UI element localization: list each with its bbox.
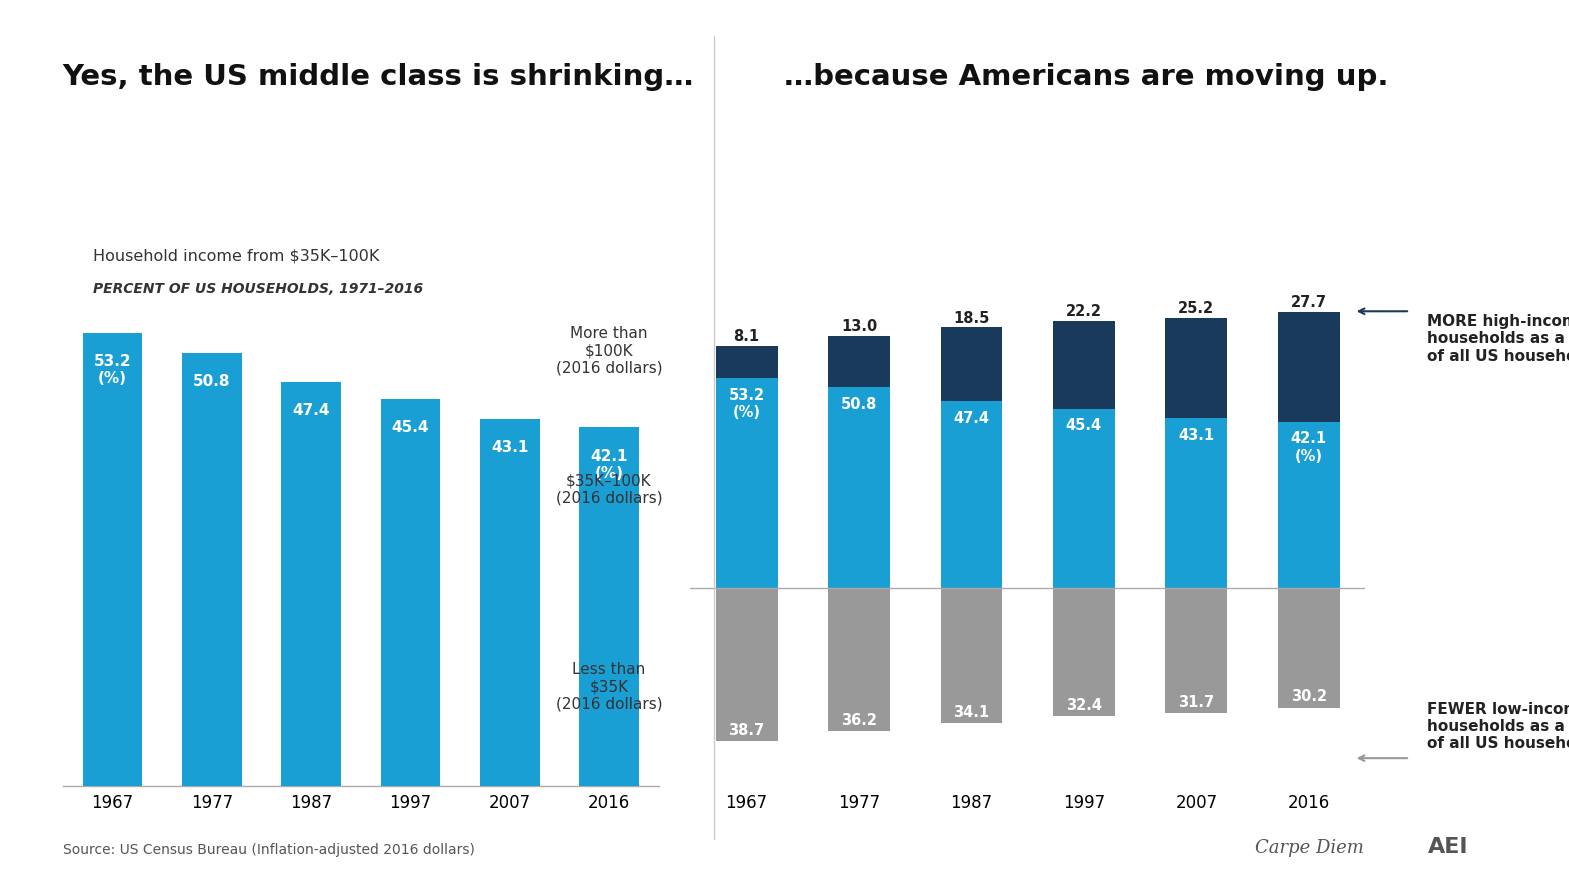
- Text: 18.5: 18.5: [954, 311, 990, 326]
- Text: Yes, the US middle class is shrinking…: Yes, the US middle class is shrinking…: [63, 63, 693, 90]
- Text: 34.1: 34.1: [954, 705, 990, 720]
- Bar: [1053, 409, 1116, 588]
- Text: Source: US Census Bureau (Inflation-adjusted 2016 dollars): Source: US Census Bureau (Inflation-adju…: [63, 843, 475, 857]
- Text: 45.4: 45.4: [1065, 419, 1101, 433]
- Text: 53.2
(%): 53.2 (%): [94, 354, 132, 387]
- Text: 8.1: 8.1: [734, 329, 759, 344]
- Bar: [715, 588, 778, 741]
- Text: 45.4: 45.4: [392, 421, 430, 436]
- Bar: [83, 333, 143, 786]
- Text: Carpe Diem: Carpe Diem: [1255, 839, 1363, 857]
- Bar: [828, 588, 890, 731]
- Bar: [715, 346, 778, 378]
- Text: 30.2: 30.2: [1291, 689, 1327, 705]
- Text: 42.1
(%): 42.1 (%): [590, 448, 628, 481]
- Bar: [1166, 418, 1227, 588]
- Bar: [715, 378, 778, 588]
- Text: FEWER low-income
households as a share
of all US households.: FEWER low-income households as a share o…: [1426, 702, 1569, 751]
- Text: Household income from $35K–100K: Household income from $35K–100K: [93, 249, 380, 263]
- Text: 50.8: 50.8: [193, 374, 231, 389]
- Bar: [1166, 588, 1227, 714]
- Text: 43.1: 43.1: [491, 440, 529, 455]
- Bar: [828, 336, 890, 388]
- Text: 27.7: 27.7: [1291, 295, 1327, 310]
- Bar: [940, 328, 1003, 401]
- Bar: [1277, 312, 1340, 421]
- Bar: [281, 382, 340, 786]
- Bar: [1053, 321, 1116, 409]
- Text: MORE high-income
households as a share
of all US households.: MORE high-income households as a share o…: [1426, 314, 1569, 363]
- Text: 38.7: 38.7: [728, 723, 764, 738]
- Bar: [940, 401, 1003, 588]
- Text: AEI: AEI: [1428, 838, 1469, 857]
- Bar: [480, 419, 540, 786]
- Text: Less than
$35K
(2016 dollars): Less than $35K (2016 dollars): [555, 662, 662, 712]
- Text: 50.8: 50.8: [841, 397, 877, 412]
- Bar: [579, 427, 639, 786]
- Text: PERCENT OF US HOUSEHOLDS, 1971–2016: PERCENT OF US HOUSEHOLDS, 1971–2016: [93, 282, 422, 296]
- Text: 25.2: 25.2: [1178, 301, 1214, 316]
- Bar: [1277, 588, 1340, 707]
- Bar: [1277, 421, 1340, 588]
- Text: 47.4: 47.4: [954, 411, 990, 426]
- Text: 53.2
(%): 53.2 (%): [728, 388, 764, 420]
- Text: More than
$100K
(2016 dollars): More than $100K (2016 dollars): [555, 326, 662, 376]
- Text: 13.0: 13.0: [841, 319, 877, 334]
- Bar: [828, 388, 890, 588]
- Text: 22.2: 22.2: [1065, 304, 1101, 319]
- Text: 32.4: 32.4: [1065, 698, 1101, 714]
- Bar: [381, 399, 441, 786]
- Text: …because Americans are moving up.: …because Americans are moving up.: [784, 63, 1389, 90]
- Text: 43.1: 43.1: [1178, 428, 1214, 443]
- Bar: [1166, 318, 1227, 418]
- Text: 42.1
(%): 42.1 (%): [1291, 431, 1327, 463]
- Text: 36.2: 36.2: [841, 714, 877, 728]
- Bar: [940, 588, 1003, 723]
- Bar: [182, 353, 242, 786]
- Text: $35K–100K
(2016 dollars): $35K–100K (2016 dollars): [555, 473, 662, 505]
- Bar: [1053, 588, 1116, 716]
- Text: 47.4: 47.4: [292, 404, 329, 419]
- Text: 31.7: 31.7: [1178, 696, 1214, 710]
